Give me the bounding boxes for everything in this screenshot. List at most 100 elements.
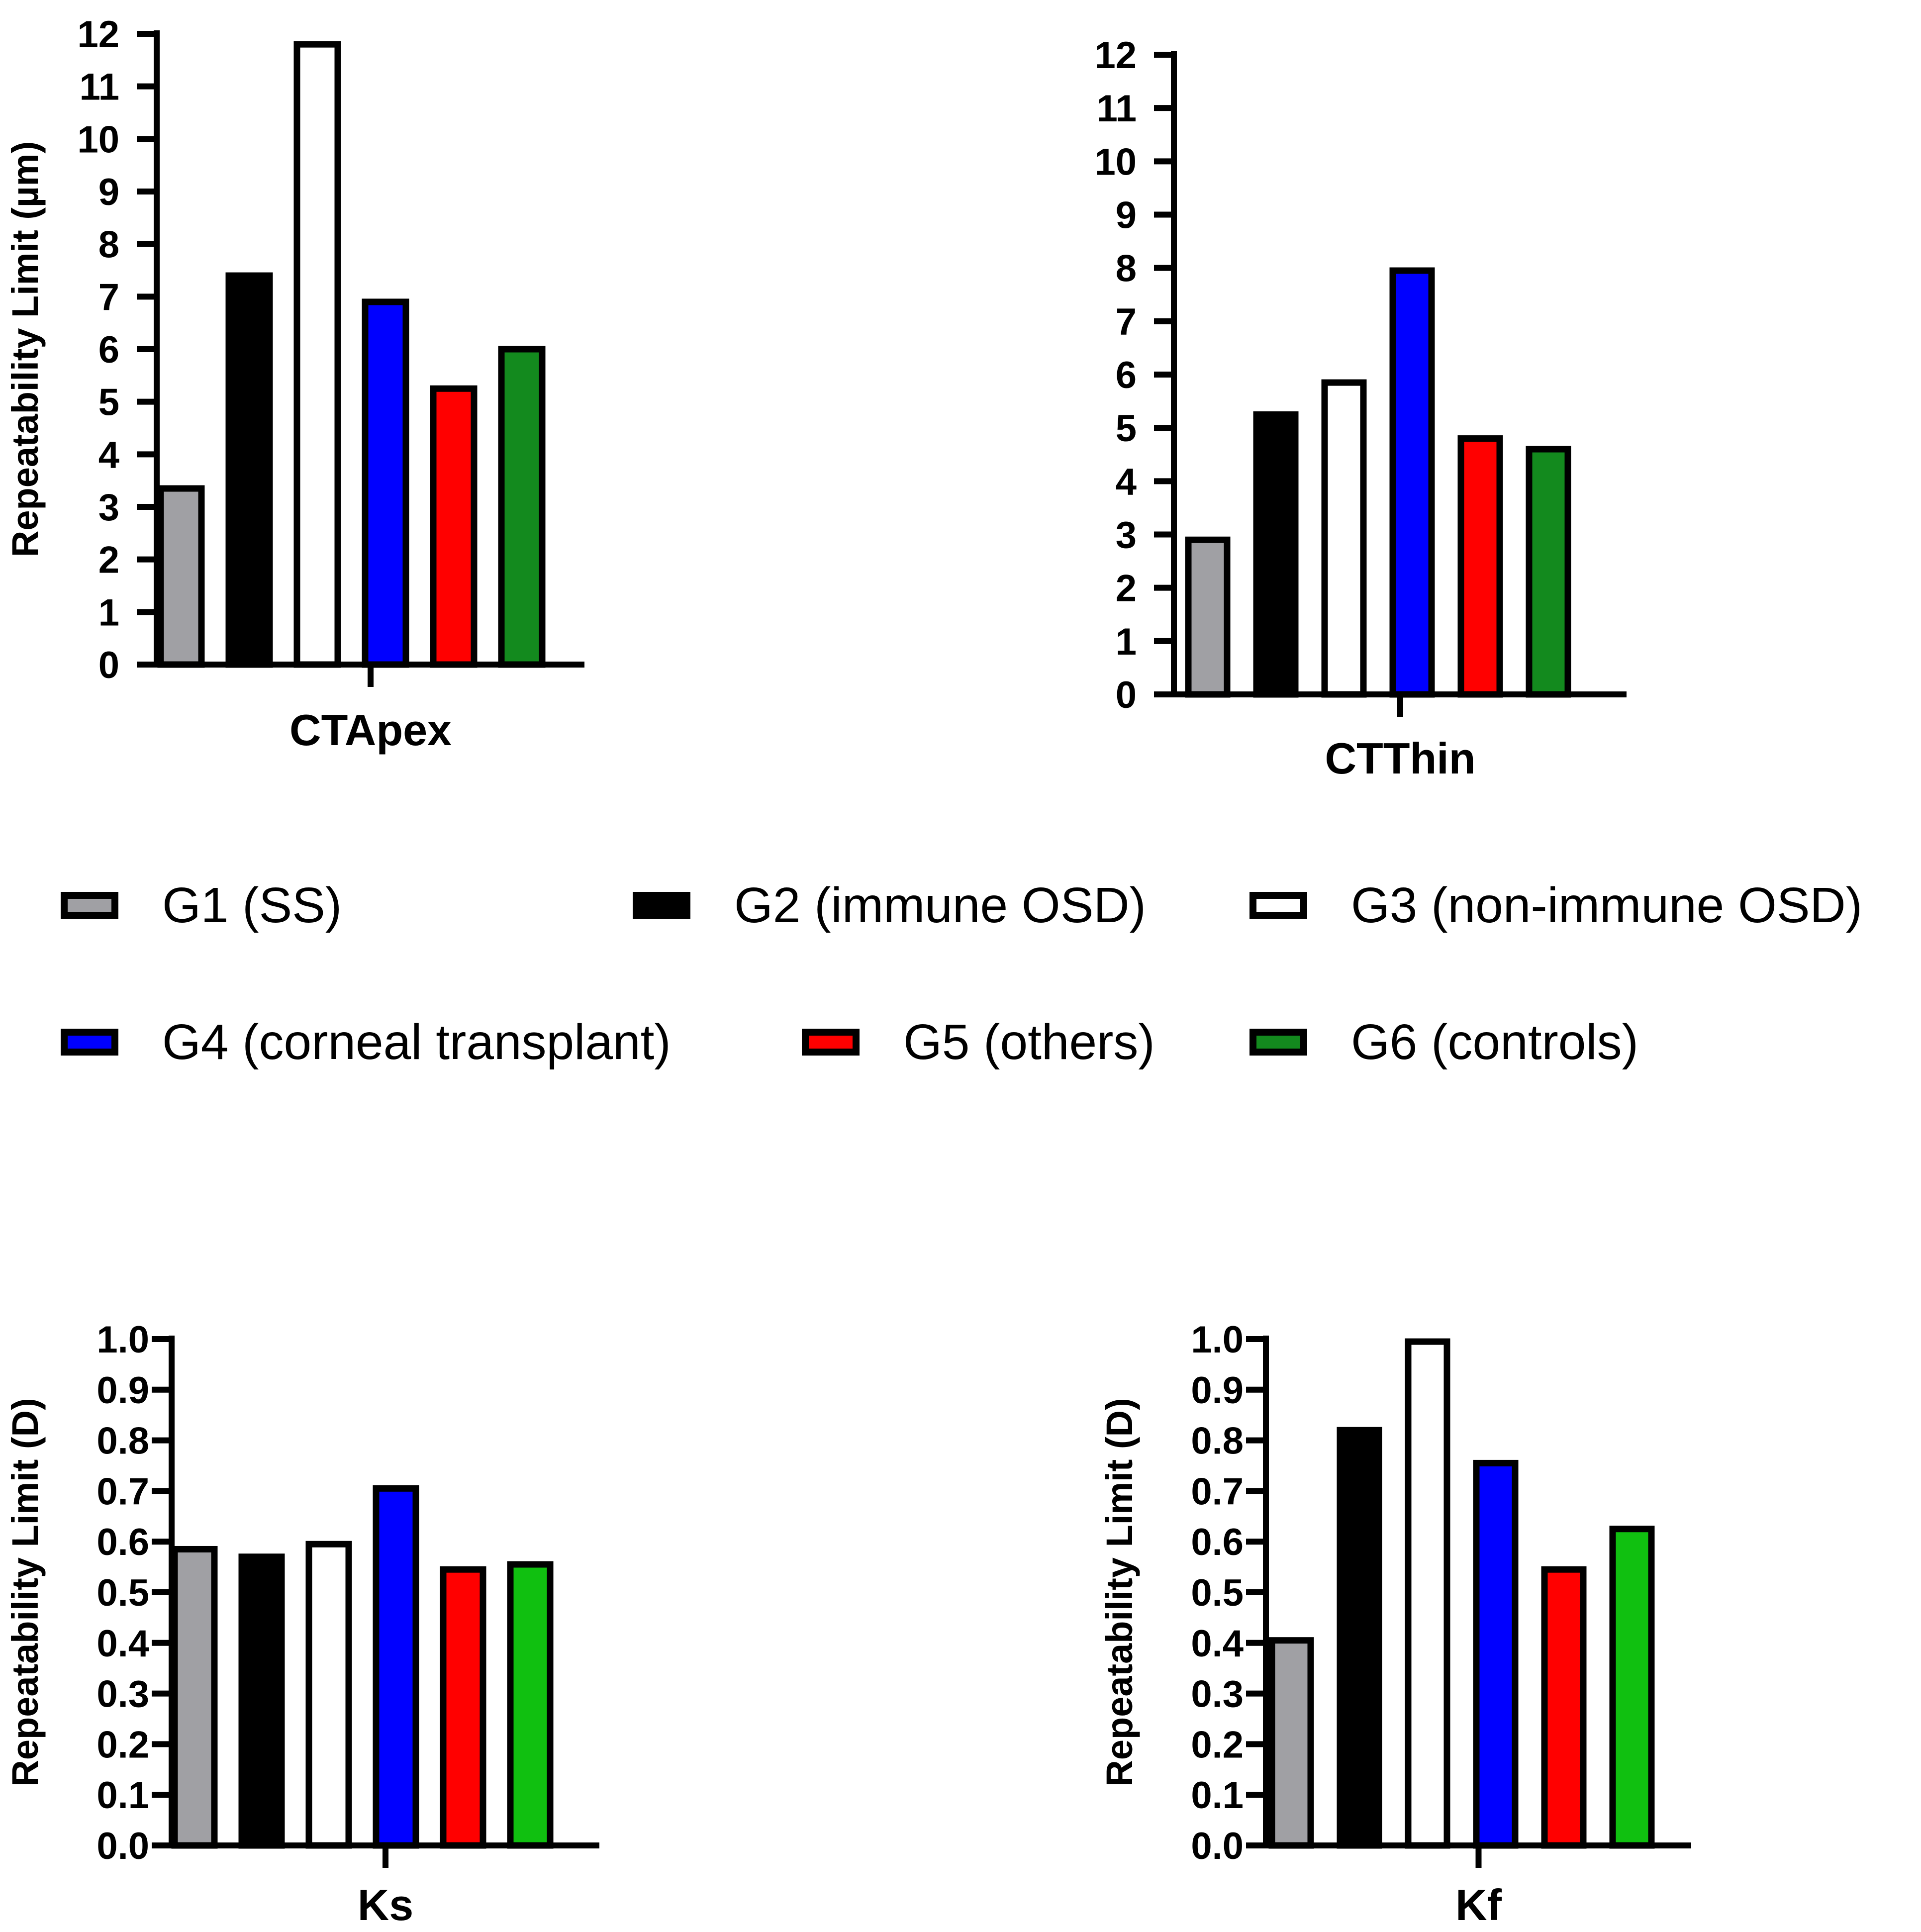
bar-ctthin-g3	[1321, 379, 1367, 698]
bar-ctthin-g4	[1389, 267, 1435, 698]
legend-swatch-g5	[802, 1029, 860, 1056]
bar-kf-g6	[1609, 1526, 1655, 1849]
y-tick-label: 10	[77, 118, 119, 161]
legend-label-g1: G1 (SS)	[162, 877, 342, 933]
bar-kf-g3	[1405, 1338, 1450, 1849]
bar-kf-g2	[1337, 1427, 1382, 1849]
legend-label-g5: G5 (others)	[903, 1014, 1155, 1070]
bar-kf-g5	[1541, 1566, 1587, 1849]
y-tick-label: 2	[1116, 568, 1137, 610]
legend: G1 (SS) G2 (immune OSD) G3 (non-immune O…	[0, 846, 1921, 1094]
y-tick-label: 5	[1116, 407, 1137, 450]
y-tick-label: 0.9	[1191, 1369, 1244, 1412]
y-tick-label: 12	[1094, 34, 1137, 77]
bar-ctthin-g2	[1253, 411, 1299, 698]
y-tick-label: 8	[98, 224, 119, 266]
bar-ctapex-g3	[293, 41, 341, 668]
kf-svg: 0.0 0.1 0.2 0.3 0.4 0.5 0.6 0.7 0.8 0.9 1.0 Repeata…	[1099, 1319, 1691, 1930]
y-tick-label: 8	[1116, 248, 1137, 290]
bar-ks-g2	[238, 1553, 285, 1849]
legend-item-g4: G4 (corneal transplant)	[61, 1012, 671, 1072]
y-tick-label: 5	[98, 382, 119, 424]
y-tick-label: 0.1	[1191, 1774, 1244, 1817]
chart-ctthin: 0 1 2 3 4 5 6 7 8 9 10 11 12 CTThin	[1020, 0, 1666, 796]
legend-swatch-g2	[633, 892, 690, 919]
chart-ctapex: 0 1 2 3 4 5 6 7 8 9 10 11 12 Repeatability Limit (µm)…	[0, 0, 647, 776]
y-tick-label: 0.6	[1191, 1521, 1244, 1563]
bar-ks-g1	[171, 1546, 218, 1849]
y-tick-label: 0.3	[96, 1673, 149, 1716]
bar-ctapex-g1	[157, 485, 205, 668]
y-tick-label: 7	[1116, 301, 1137, 343]
y-tick-label: 0.7	[1191, 1470, 1244, 1513]
x-category-label: Ks	[358, 1880, 414, 1930]
y-tick-label: 3	[98, 486, 119, 529]
legend-item-g6: G6 (controls)	[1249, 1012, 1638, 1072]
y-tick-label: 0.8	[96, 1420, 149, 1462]
y-tick-label: 0.7	[96, 1470, 149, 1513]
bar-ks-g5	[440, 1566, 486, 1849]
y-tick-label: 0.0	[96, 1825, 149, 1867]
y-tick-label: 1.0	[1191, 1319, 1244, 1361]
legend-label-g3: G3 (non-immune OSD)	[1351, 877, 1863, 933]
y-tick-label: 11	[1097, 88, 1137, 130]
y-tick-label: 0.2	[96, 1724, 149, 1766]
x-category-label: Kf	[1455, 1880, 1502, 1930]
x-category-label: CTThin	[1325, 734, 1475, 783]
legend-item-g1: G1 (SS)	[61, 875, 342, 935]
bar-ks-g6	[507, 1561, 554, 1849]
bar-kf-g1	[1268, 1637, 1314, 1849]
y-tick-label: 4	[98, 434, 119, 476]
bar-ctapex-g4	[362, 298, 409, 668]
legend-swatch-g4	[61, 1029, 118, 1056]
y-tick-label: 4	[1116, 461, 1137, 503]
chart-ks: 0.0 0.1 0.2 0.3 0.4 0.5 0.6 0.7 0.8 0.9 1.0 Repeata…	[0, 1144, 647, 1932]
y-tick-label: 0.4	[1191, 1623, 1244, 1665]
legend-label-g2: G2 (immune OSD)	[734, 877, 1146, 933]
y-tick-label: 1.0	[96, 1319, 149, 1361]
legend-label-g6: G6 (controls)	[1351, 1014, 1638, 1070]
bar-ctapex-g5	[430, 385, 478, 668]
y-tick-label: 0.6	[96, 1521, 149, 1563]
bar-ctthin-g6	[1526, 446, 1571, 698]
bar-ctapex-g6	[498, 346, 546, 668]
y-tick-label: 6	[98, 329, 119, 371]
y-tick-label: 2	[98, 539, 119, 581]
y-tick-label: 0.9	[96, 1369, 149, 1412]
legend-item-g3: G3 (non-immune OSD)	[1249, 875, 1862, 935]
y-tick-label: 11	[80, 66, 119, 108]
chart-kf: 0.0 0.1 0.2 0.3 0.4 0.5 0.6 0.7 0.8 0.9 1.0 Repeata…	[1094, 1144, 1816, 1932]
legend-item-g2: G2 (immune OSD)	[633, 875, 1146, 935]
y-tick-label: 0.8	[1191, 1420, 1244, 1462]
ks-svg: 0.0 0.1 0.2 0.3 0.4 0.5 0.6 0.7 0.8 0.9 1.0 Repeata…	[4, 1319, 599, 1930]
legend-item-g5: G5 (others)	[802, 1012, 1155, 1072]
y-tick-label: 0.5	[1191, 1572, 1244, 1614]
y-tick-label: 0.0	[1191, 1825, 1244, 1867]
bar-ks-g4	[373, 1485, 419, 1849]
y-tick-label: 1	[1116, 621, 1137, 663]
y-tick-label: 0	[1116, 674, 1137, 716]
y-tick-label: 7	[98, 276, 119, 318]
bar-ctthin-g5	[1457, 435, 1503, 698]
y-tick-label: 10	[1094, 141, 1137, 183]
y-tick-label: 6	[1116, 354, 1137, 396]
bar-kf-g4	[1473, 1459, 1519, 1849]
y-tick-label: 0	[98, 644, 119, 686]
y-tick-label: 0.5	[96, 1572, 149, 1614]
y-tick-label: 9	[98, 171, 119, 213]
y-tick-label: 1	[98, 591, 119, 634]
y-tick-label: 0.4	[96, 1623, 149, 1665]
bar-ks-g3	[305, 1541, 352, 1849]
y-tick-label: 9	[1116, 194, 1137, 237]
y-axis-title: Repeatability Limit (D)	[4, 1398, 46, 1786]
y-tick-label: 0.2	[1191, 1724, 1244, 1766]
legend-label-g4: G4 (corneal transplant)	[162, 1014, 671, 1070]
legend-swatch-g6	[1249, 1029, 1307, 1056]
legend-swatch-g3	[1249, 892, 1307, 919]
bar-ctthin-g1	[1185, 536, 1231, 698]
y-tick-label: 12	[77, 13, 119, 56]
x-category-label: CTApex	[289, 705, 452, 755]
bar-ctapex-g2	[225, 272, 273, 668]
y-axis-title: Repeatability Limit (µm)	[4, 141, 46, 557]
